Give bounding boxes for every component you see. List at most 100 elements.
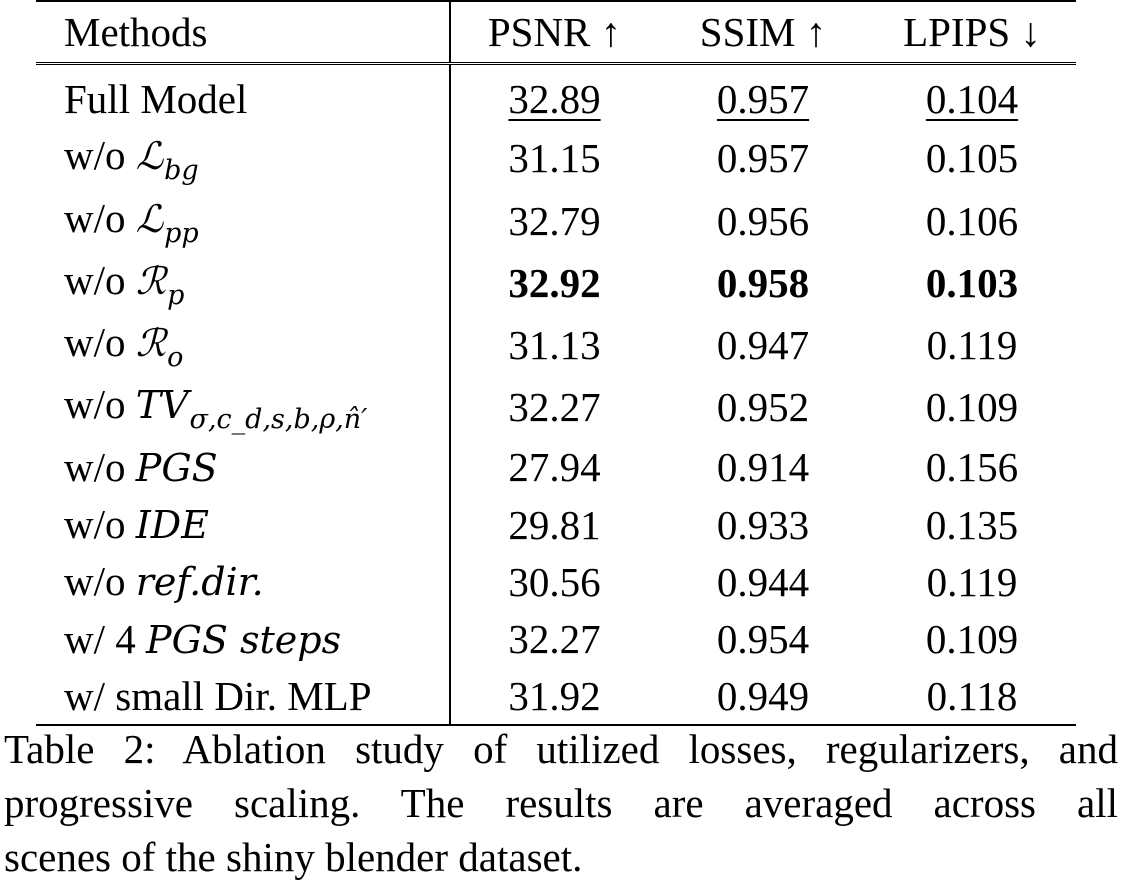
ssim-cell: 0.947: [658, 314, 868, 376]
table-header: Methods PSNR ↑ SSIM ↑ LPIPS ↓: [36, 1, 1076, 64]
psnr-cell: 29.81: [450, 496, 658, 553]
ssim-cell: 0.956: [658, 190, 868, 252]
psnr-value: 32.27: [508, 384, 601, 431]
method-math-symbol: IDE: [135, 503, 209, 548]
lpips-cell: 0.118: [868, 668, 1076, 725]
lpips-value: 0.109: [925, 616, 1019, 663]
psnr-cell: 30.56: [450, 553, 658, 610]
method-cell: w/o PGS: [36, 438, 451, 497]
ssim-value: 0.933: [716, 501, 810, 548]
method-cell: w/ small Dir. MLP: [36, 667, 451, 726]
lpips-cell: 0.104: [868, 64, 1076, 128]
method-cell: w/o IDE: [36, 496, 451, 554]
method-math-subscript: bg: [164, 155, 199, 187]
lpips-cell: 0.156: [868, 439, 1076, 496]
ssim-value: 0.949: [716, 672, 810, 719]
ssim-cell: 0.954: [658, 611, 868, 668]
method-prefix: w/ small Dir. MLP: [64, 672, 372, 719]
method-cell: Full Model: [36, 63, 451, 128]
method-prefix: w/o: [64, 319, 126, 366]
table-row: w/o IDE 29.81 0.933 0.135: [36, 496, 1076, 554]
method-math-symbol: ℛ: [135, 258, 167, 303]
method-math-subscript: p: [167, 279, 185, 311]
ssim-cell: 0.952: [658, 376, 868, 438]
method-math-symbol: PGS: [135, 445, 218, 490]
method-math-symbol: PGS steps: [146, 617, 342, 662]
table-row: w/ small Dir. MLP 31.92 0.949 0.118: [36, 667, 1076, 726]
table-row: w/o TVσ,c_d,s,b,ρ,n̂′ 32.27 0.952 0.109: [36, 376, 1076, 439]
ssim-cell: 0.957: [658, 64, 868, 128]
lpips-value: 0.104: [925, 76, 1019, 122]
lpips-cell: 0.105: [868, 127, 1076, 189]
lpips-value: 0.119: [926, 558, 1018, 605]
ssim-cell: 0.949: [658, 668, 868, 725]
ssim-cell: 0.914: [658, 439, 868, 496]
header-psnr: PSNR ↑: [487, 9, 622, 55]
method-cell: w/o ℛo: [36, 314, 451, 377]
method-cell: w/o TVσ,c_d,s,b,ρ,n̂′: [36, 376, 451, 439]
results-table-container: Methods PSNR ↑ SSIM ↑ LPIPS ↓ Full Model…: [36, 0, 1076, 727]
table-row: w/o ℛo 31.13 0.947 0.119: [36, 314, 1076, 377]
method-prefix: w/o: [64, 194, 126, 241]
lpips-cell: 0.109: [868, 376, 1076, 438]
method-prefix: Full Model: [64, 76, 248, 122]
psnr-value: 31.13: [508, 322, 601, 369]
table-row: w/o PGS 27.94 0.914 0.156: [36, 438, 1076, 497]
psnr-cell: 31.15: [450, 127, 658, 189]
table-row: w/ 4 PGS steps 32.27 0.954 0.109: [36, 610, 1076, 668]
ssim-cell: 0.944: [658, 553, 868, 610]
table-caption: Table 2: Ablation study of utilized loss…: [4, 722, 1118, 884]
lpips-value: 0.109: [925, 384, 1019, 431]
method-cell: w/o ℒbg: [36, 127, 451, 190]
ssim-value: 0.954: [716, 616, 810, 663]
psnr-value: 32.79: [508, 197, 601, 244]
method-cell: w/o ref.dir.: [36, 553, 451, 611]
table-row: w/o ℛp 32.92 0.958 0.103: [36, 251, 1076, 315]
method-prefix: w/o: [64, 256, 126, 303]
lpips-value: 0.105: [925, 135, 1019, 182]
method-math-subscript: pp: [164, 217, 199, 249]
method-prefix: w/o: [64, 501, 126, 548]
ssim-value: 0.957: [716, 76, 810, 122]
method-math-symbol: ℒ: [135, 196, 164, 241]
header-ssim: SSIM ↑: [699, 9, 827, 55]
psnr-cell: 32.89: [450, 64, 658, 128]
caption-line: progressive scaling. The results are ave…: [4, 780, 1118, 826]
ssim-cell: 0.958: [658, 252, 868, 314]
method-cell: w/o ℛp: [36, 251, 451, 315]
table-row: w/o ℒpp 32.79 0.956 0.106: [36, 189, 1076, 252]
method-math-symbol: TV: [135, 383, 189, 428]
method-prefix: w/o: [64, 558, 126, 605]
caption-line: Table 2: Ablation study of utilized loss…: [4, 726, 1118, 772]
psnr-cell: 27.94: [450, 439, 658, 496]
psnr-cell: 32.92: [450, 252, 658, 314]
ssim-value: 0.914: [716, 444, 810, 491]
lpips-cell: 0.103: [868, 252, 1076, 314]
lpips-cell: 0.119: [868, 553, 1076, 610]
ssim-cell: 0.957: [658, 127, 868, 189]
method-prefix: w/o: [64, 443, 126, 490]
header-lpips: LPIPS ↓: [903, 9, 1041, 55]
ssim-value: 0.952: [716, 384, 810, 431]
psnr-value: 31.15: [508, 135, 601, 182]
method-math-symbol: ℛ: [135, 321, 167, 366]
lpips-value: 0.106: [925, 197, 1019, 244]
psnr-value: 27.94: [508, 444, 601, 491]
ssim-value: 0.956: [716, 197, 810, 244]
table-row: w/o ℒbg 31.15 0.957 0.105: [36, 127, 1076, 190]
caption-line: scenes of the shiny blender dataset.: [4, 834, 583, 880]
ssim-value: 0.944: [716, 558, 810, 605]
psnr-value: 32.92: [508, 259, 601, 306]
header-methods: Methods: [36, 1, 451, 64]
lpips-value: 0.118: [926, 672, 1018, 719]
ssim-value: 0.947: [716, 322, 810, 369]
method-cell: w/ 4 PGS steps: [36, 610, 451, 668]
psnr-value: 32.27: [508, 616, 601, 663]
method-prefix: w/ 4: [64, 615, 136, 662]
ssim-cell: 0.933: [658, 496, 868, 553]
lpips-cell: 0.135: [868, 496, 1076, 553]
method-cell: w/o ℒpp: [36, 189, 451, 252]
lpips-value: 0.156: [925, 444, 1019, 491]
lpips-cell: 0.109: [868, 611, 1076, 668]
lpips-value: 0.103: [925, 259, 1019, 306]
